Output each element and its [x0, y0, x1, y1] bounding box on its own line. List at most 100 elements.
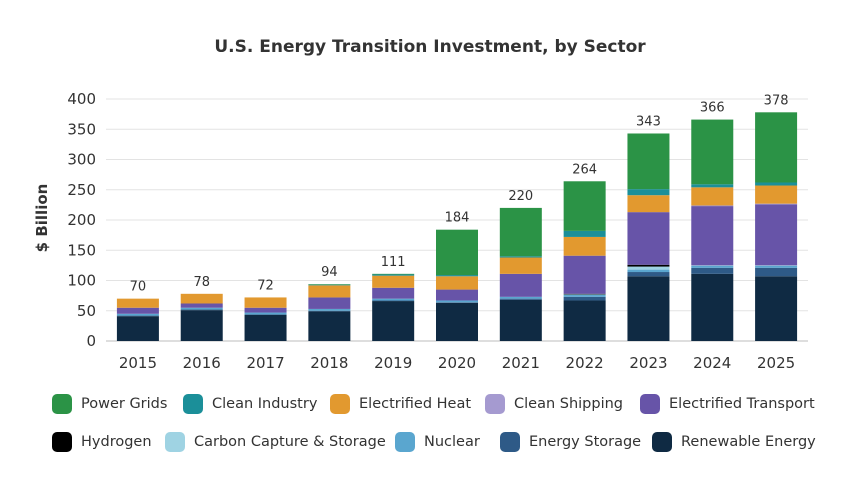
bar-segment-energy-storage-2021: [499, 298, 542, 300]
legend-swatch: [52, 432, 72, 452]
bar-segment-electrified-transport-2025: [755, 204, 798, 266]
bar-segment-electrified-heat-2018: [308, 285, 351, 298]
gridlines: [106, 98, 808, 342]
bar-segment-clean-shipping-2025: [755, 203, 798, 205]
bar-segment-renewable-energy-2015: [116, 316, 159, 341]
bar-segment-energy-storage-2023: [627, 272, 670, 277]
bar-segment-energy-storage-2025: [755, 267, 798, 277]
y-tick-label: 0: [86, 332, 96, 350]
bar-total-label: 220: [508, 189, 533, 204]
x-axis-ticks: 2015 2016 2017 2018 2019 2020 2021 2022 2023 2024…: [119, 354, 795, 372]
bar-total-label: 78: [193, 275, 210, 290]
bar-total-label: 70: [130, 280, 147, 295]
bar-segment-clean-industry-2020: [436, 275, 478, 277]
bar-segment-clean-shipping-2024: [691, 205, 734, 207]
bar-segment-electrified-transport-2015: [116, 307, 159, 314]
bar-segment-power-grids-2018: [308, 284, 351, 285]
bar-segment-nuclear-2017: [244, 312, 287, 315]
bar-segment-renewable-energy-2022: [563, 300, 606, 341]
legend-swatch: [165, 432, 185, 452]
bar-segment-energy-storage-2019: [372, 300, 415, 302]
legend-swatch: [500, 432, 520, 452]
bar-segment-electrified-heat-2016: [180, 293, 223, 304]
bar-segment-electrified-transport-2023: [627, 212, 670, 265]
bar-segment-power-grids-2020: [436, 229, 478, 276]
x-tick-label: 2016: [183, 354, 221, 372]
bar-segment-renewable-energy-2018: [308, 311, 351, 341]
bar-segment-electrified-transport-2021: [499, 273, 542, 297]
stacked-bar-chart: U.S. Energy Transition Investment, by Se…: [33, 37, 808, 372]
x-tick-label: 2017: [246, 354, 284, 372]
bar-segment-electrified-heat-2020: [436, 276, 478, 290]
legend-label: Renewable Energy: [681, 434, 816, 450]
legend-item: Renewable Energy: [652, 431, 816, 453]
legend-item: Power Grids: [52, 393, 167, 415]
y-axis-label: $ Billion: [33, 184, 51, 253]
y-tick-label: 200: [67, 211, 96, 229]
bar-segment-nuclear-2015: [116, 313, 159, 316]
bar-segment-renewable-energy-2019: [372, 301, 415, 341]
legend-label: Power Grids: [81, 396, 168, 412]
legend-item: Electrified Transport: [640, 393, 815, 415]
bar-total-label: 343: [636, 114, 661, 129]
bar-segment-clean-industry-2025: [755, 182, 798, 186]
x-tick-label: 2018: [310, 354, 348, 372]
x-tick-label: 2025: [757, 354, 795, 372]
bar-segment-power-grids-2025: [755, 112, 798, 183]
bar-segment-power-grids-2024: [691, 119, 734, 185]
bar-segment-electrified-heat-2022: [563, 236, 606, 256]
bar-segment-electrified-transport-2016: [180, 303, 223, 308]
bar-segment-carbon-capture-storage-2025: [755, 265, 798, 266]
bar-segment-electrified-heat-2025: [755, 185, 798, 204]
bar-segment-energy-storage-2024: [691, 267, 734, 274]
y-tick-label: 250: [67, 181, 96, 199]
bar-totals: 70 78 72 94 111 184 220 264 343 366 378: [130, 93, 789, 294]
bar-segment-hydrogen-2022: [563, 293, 606, 295]
bar-segment-power-grids-2022: [563, 181, 606, 231]
y-axis-ticks: 0 50 100 150 200 250 300 350 400: [67, 90, 96, 350]
bar-total-label: 184: [445, 211, 470, 226]
x-tick-label: 2021: [502, 354, 540, 372]
bar-segment-electrified-heat-2023: [627, 195, 670, 213]
bar-segment-electrified-heat-2019: [372, 275, 415, 288]
bar-segment-power-grids-2021: [499, 207, 542, 257]
legend-label: Energy Storage: [529, 434, 642, 450]
bars: [116, 112, 798, 341]
bar-segment-nuclear-2019: [372, 298, 415, 301]
bar-segment-clean-industry-2021: [499, 256, 542, 258]
bar-segment-nuclear-2023: [627, 269, 670, 273]
bar-segment-electrified-transport-2018: [308, 297, 351, 309]
bar-segment-electrified-transport-2024: [691, 206, 734, 266]
legend-label: Hydrogen: [81, 434, 152, 450]
bar-segment-electrified-transport-2022: [563, 255, 606, 294]
y-tick-label: 400: [67, 90, 96, 108]
bar-segment-renewable-energy-2016: [180, 310, 223, 341]
legend-swatch: [52, 394, 72, 414]
x-tick-label: 2015: [119, 354, 157, 372]
x-tick-label: 2019: [374, 354, 412, 372]
legend-swatch: [652, 432, 672, 452]
legend-item: Clean Shipping: [485, 393, 623, 415]
bar-segment-clean-industry-2018: [308, 284, 351, 286]
bar-segment-renewable-energy-2017: [244, 314, 287, 341]
bar-segment-renewable-energy-2021: [499, 299, 542, 341]
bar-segment-nuclear-2024: [691, 265, 734, 268]
legend-label: Nuclear: [424, 434, 480, 450]
legend-label: Electrified Heat: [359, 396, 472, 412]
bar-segment-clean-industry-2022: [563, 230, 606, 237]
bar-segment-carbon-capture-storage-2023: [627, 266, 670, 270]
x-tick-label: 2023: [629, 354, 667, 372]
legend-item: Carbon Capture & Storage: [165, 431, 386, 453]
bar-segment-carbon-capture-storage-2022: [563, 294, 606, 296]
bar-segment-electrified-transport-2020: [436, 289, 478, 301]
bar-segment-electrified-heat-2024: [691, 187, 734, 206]
legend-item: Hydrogen: [52, 431, 152, 453]
y-tick-label: 150: [67, 241, 96, 259]
bar-segment-energy-storage-2020: [436, 302, 478, 303]
bar-segment-electrified-heat-2015: [116, 298, 159, 308]
bar-segment-clean-industry-2023: [627, 189, 670, 196]
bar-segment-power-grids-2023: [627, 133, 670, 190]
bar-segment-nuclear-2016: [180, 307, 223, 310]
bar-segment-power-grids-2019: [372, 273, 415, 275]
bar-total-label: 366: [700, 101, 725, 116]
